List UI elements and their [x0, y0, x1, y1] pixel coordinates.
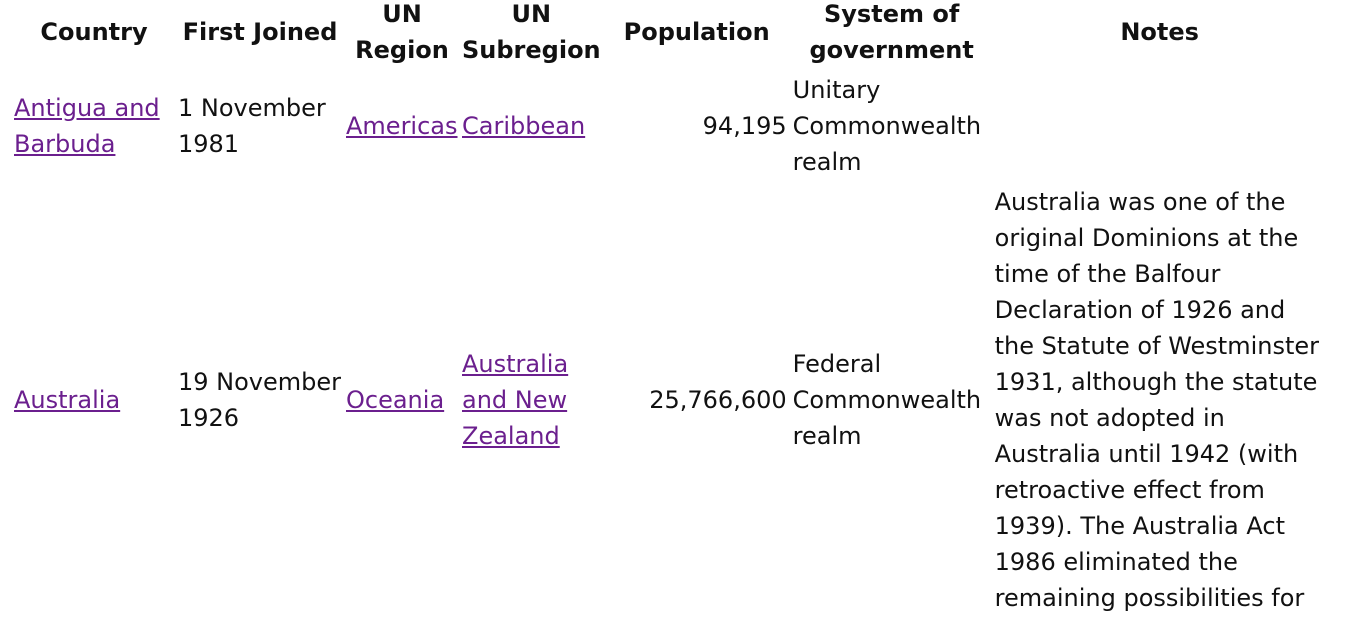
un-subregion-link[interactable]: Australia and New Zealand: [462, 350, 569, 450]
un-region-cell: Americas: [346, 72, 458, 180]
table-header-row: Country First Joined UN Region UN Subreg…: [14, 0, 1325, 68]
un-subregion-link[interactable]: Caribbean: [462, 112, 586, 140]
first-joined-cell: 1 November 1981: [178, 94, 326, 158]
header-country: Country: [40, 18, 148, 46]
header-notes: Notes: [1120, 18, 1199, 46]
commonwealth-members-table: Country First Joined UN Region UN Subreg…: [10, 0, 1329, 620]
table-row: Australia 19 November 1926 Oceania Austr…: [14, 184, 1325, 616]
un-region-link[interactable]: Americas: [346, 112, 458, 140]
population-cell: 94,195: [702, 112, 787, 140]
system-of-government-cell: Unitary Commonwealth realm: [792, 76, 982, 176]
notes-cell: Australia was one of the original Domini…: [994, 188, 1320, 612]
un-region-link[interactable]: Oceania: [346, 386, 445, 414]
country-cell: Antigua and Barbuda: [14, 72, 174, 180]
country-cell: Australia: [14, 184, 174, 616]
un-region-cell: Oceania: [346, 184, 458, 616]
first-joined-cell: 19 November 1926: [178, 368, 342, 432]
notes-cell: [995, 72, 1325, 180]
header-population: Population: [623, 18, 770, 46]
country-link[interactable]: Antigua and Barbuda: [14, 94, 160, 158]
population-cell: 25,766,600: [649, 386, 787, 414]
country-link[interactable]: Australia: [14, 386, 121, 414]
header-un-subregion: UN Subregion: [462, 0, 601, 64]
header-un-region: UN Region: [355, 0, 449, 64]
header-first-joined: First Joined: [182, 18, 338, 46]
system-of-government-cell: Federal Commonwealth realm: [792, 350, 982, 450]
un-subregion-cell: Caribbean: [462, 72, 601, 180]
table-row: Antigua and Barbuda 1 November 1981 Amer…: [14, 72, 1325, 180]
un-subregion-cell: Australia and New Zealand: [462, 184, 601, 616]
header-system-of-government: System of government: [809, 0, 974, 64]
